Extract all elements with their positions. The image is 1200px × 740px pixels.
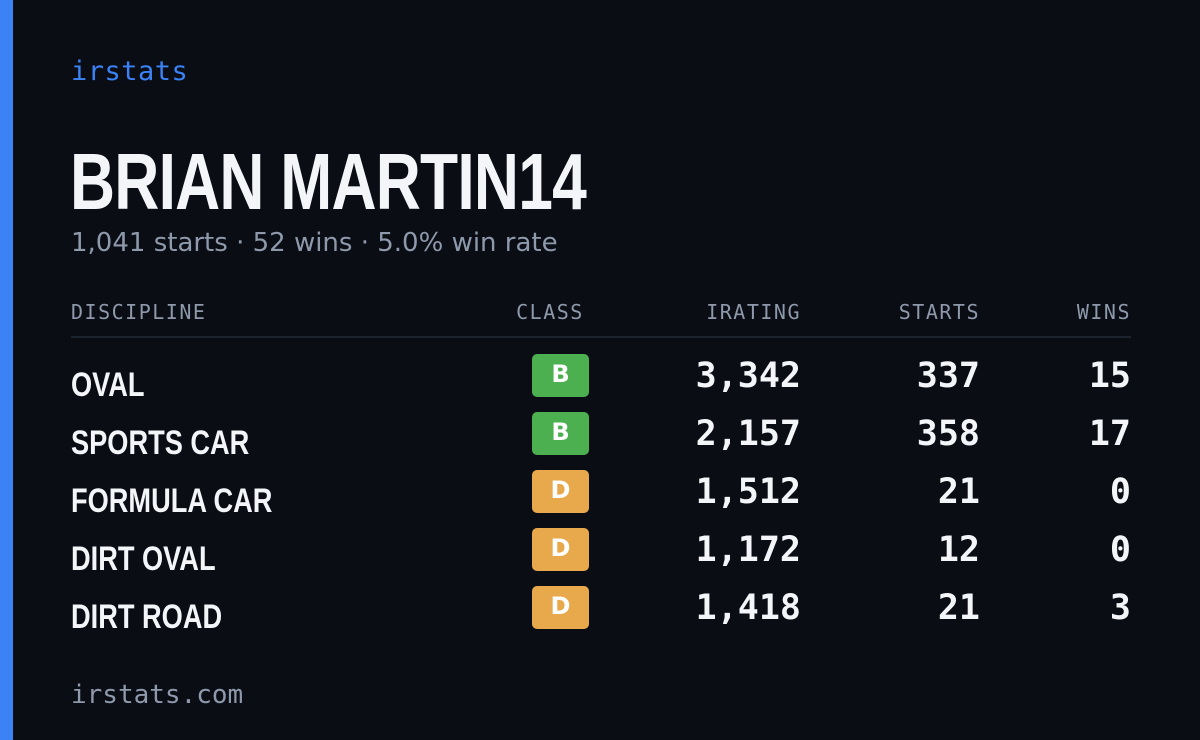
- irating-value: 2,157: [695, 414, 801, 454]
- starts-value: 12: [937, 530, 980, 570]
- irating-value: 1,172: [695, 530, 801, 570]
- table-row: DIRT OVAL D 1,172 12 0: [71, 528, 1131, 586]
- discipline-name: OVAL: [71, 366, 145, 404]
- class-badge: B: [532, 354, 589, 397]
- footer-url: irstats.com: [71, 680, 244, 710]
- header-starts: STARTS: [898, 300, 980, 324]
- starts-value: 337: [916, 356, 980, 396]
- irating-value: 1,512: [695, 472, 801, 512]
- discipline-name: DIRT ROAD: [71, 598, 223, 636]
- table-header: DISCIPLINE CLASS IRATING STARTS WINS: [71, 296, 1131, 338]
- brand-logo-text: irstats: [71, 56, 189, 87]
- class-badge: D: [532, 470, 589, 513]
- wins-value: 15: [1088, 356, 1131, 396]
- starts-value: 21: [937, 472, 980, 512]
- irating-value: 3,342: [695, 356, 801, 396]
- table-row: SPORTS CAR B 2,157 358 17: [71, 412, 1131, 470]
- starts-value: 21: [937, 588, 980, 628]
- wins-value: 3: [1109, 588, 1131, 628]
- table-row: FORMULA CAR D 1,512 21 0: [71, 470, 1131, 528]
- wins-value: 17: [1088, 414, 1131, 454]
- wins-value: 0: [1109, 472, 1131, 512]
- class-badge: D: [532, 586, 589, 629]
- header-irating: IRATING: [706, 300, 801, 324]
- header-discipline: DISCIPLINE: [71, 300, 207, 324]
- starts-value: 358: [916, 414, 980, 454]
- discipline-name: SPORTS CAR: [71, 424, 250, 462]
- table-body: OVAL B 3,342 337 15 SPORTS CAR B 2,157 3…: [71, 354, 1131, 644]
- discipline-name: DIRT OVAL: [71, 540, 216, 578]
- career-summary: 1,041 starts · 52 wins · 5.0% win rate: [71, 228, 558, 258]
- accent-bar: [0, 0, 13, 740]
- table-row: OVAL B 3,342 337 15: [71, 354, 1131, 412]
- table-row: DIRT ROAD D 1,418 21 3: [71, 586, 1131, 644]
- class-badge: B: [532, 412, 589, 455]
- player-name: BRIAN MARTIN14: [70, 137, 587, 226]
- class-badge: D: [532, 528, 589, 571]
- header-wins: WINS: [1076, 300, 1131, 324]
- discipline-name: FORMULA CAR: [71, 482, 273, 520]
- irating-value: 1,418: [695, 588, 801, 628]
- discipline-table: DISCIPLINE CLASS IRATING STARTS WINS OVA…: [71, 296, 1131, 644]
- wins-value: 0: [1109, 530, 1131, 570]
- header-class: CLASS: [516, 300, 584, 324]
